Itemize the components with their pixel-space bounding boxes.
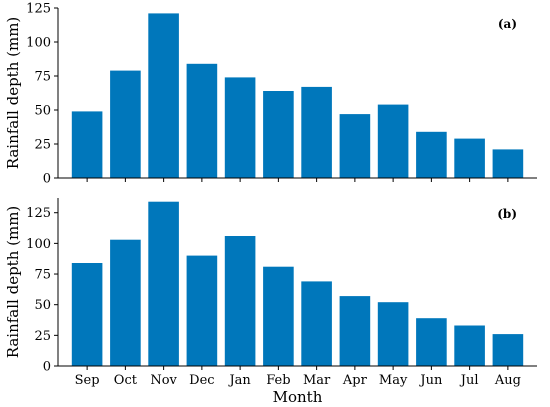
bar-apr <box>339 296 371 366</box>
y-tick-label: 50 <box>34 298 51 313</box>
y-tick-label: 75 <box>34 70 51 85</box>
bar-feb <box>263 91 294 178</box>
panel-label: (a) <box>498 17 517 31</box>
x-tick-label: Jul <box>459 373 479 388</box>
y-axis-title: Rainfall depth (mm) <box>4 17 22 170</box>
x-tick-label: Apr <box>342 373 368 388</box>
panel-a: 0 25 50 75 100 125 Rainfall depth (mm) (a) <box>4 2 537 187</box>
y-tick-label: 25 <box>34 138 51 153</box>
x-tick-label: Nov <box>150 373 177 388</box>
bar-mar <box>301 86 332 178</box>
bar-feb <box>263 266 294 366</box>
bar-jun <box>416 131 447 178</box>
y-tick-label: 0 <box>43 360 51 375</box>
y-tick-label: 100 <box>26 237 51 252</box>
bar-may <box>377 302 409 366</box>
bar-jan <box>224 236 256 366</box>
panel-b: Sep Oct Nov Dec Jan Feb Mar Apr May Jun Jul Aug 0 25 5… <box>4 198 537 406</box>
x-tick-label: Jun <box>418 373 443 388</box>
y-tick-label: 125 <box>26 2 51 17</box>
bar-aug <box>492 334 524 366</box>
bar-dec <box>186 63 218 178</box>
bar-may <box>377 104 409 178</box>
x-tick-label: May <box>379 373 408 388</box>
x-tick-label: Oct <box>114 373 138 388</box>
y-tick-label: 125 <box>26 206 51 221</box>
bar-jun <box>416 318 447 366</box>
bar-mar <box>301 281 332 366</box>
y-tick-label: 0 <box>43 172 51 187</box>
x-axis-title: Month <box>273 388 323 406</box>
bar-jul <box>454 325 485 366</box>
bar-dec <box>186 255 218 366</box>
bar-aug <box>492 149 524 178</box>
y-tick-label: 75 <box>34 268 51 283</box>
x-tick-label: Jan <box>227 373 251 388</box>
bar-jul <box>454 138 485 178</box>
y-axis-title: Rainfall depth (mm) <box>4 206 22 359</box>
y-tick-label: 100 <box>26 36 51 51</box>
panel-label: (b) <box>497 207 517 221</box>
x-tick-label: Feb <box>266 373 290 388</box>
x-tick-label: Aug <box>494 373 521 388</box>
bar-nov <box>148 201 179 366</box>
bar-sep <box>71 111 103 178</box>
bar-sep <box>71 263 103 366</box>
bar-jan <box>224 77 256 178</box>
x-tick-label: Mar <box>303 373 331 388</box>
y-tick-label: 25 <box>34 329 51 344</box>
bar-oct <box>110 70 141 178</box>
bar-apr <box>339 114 371 178</box>
bar-oct <box>110 239 141 366</box>
x-tick-label: Dec <box>189 373 214 388</box>
x-tick-label: Sep <box>75 373 100 388</box>
y-tick-label: 50 <box>34 104 51 119</box>
bar-nov <box>148 13 179 179</box>
